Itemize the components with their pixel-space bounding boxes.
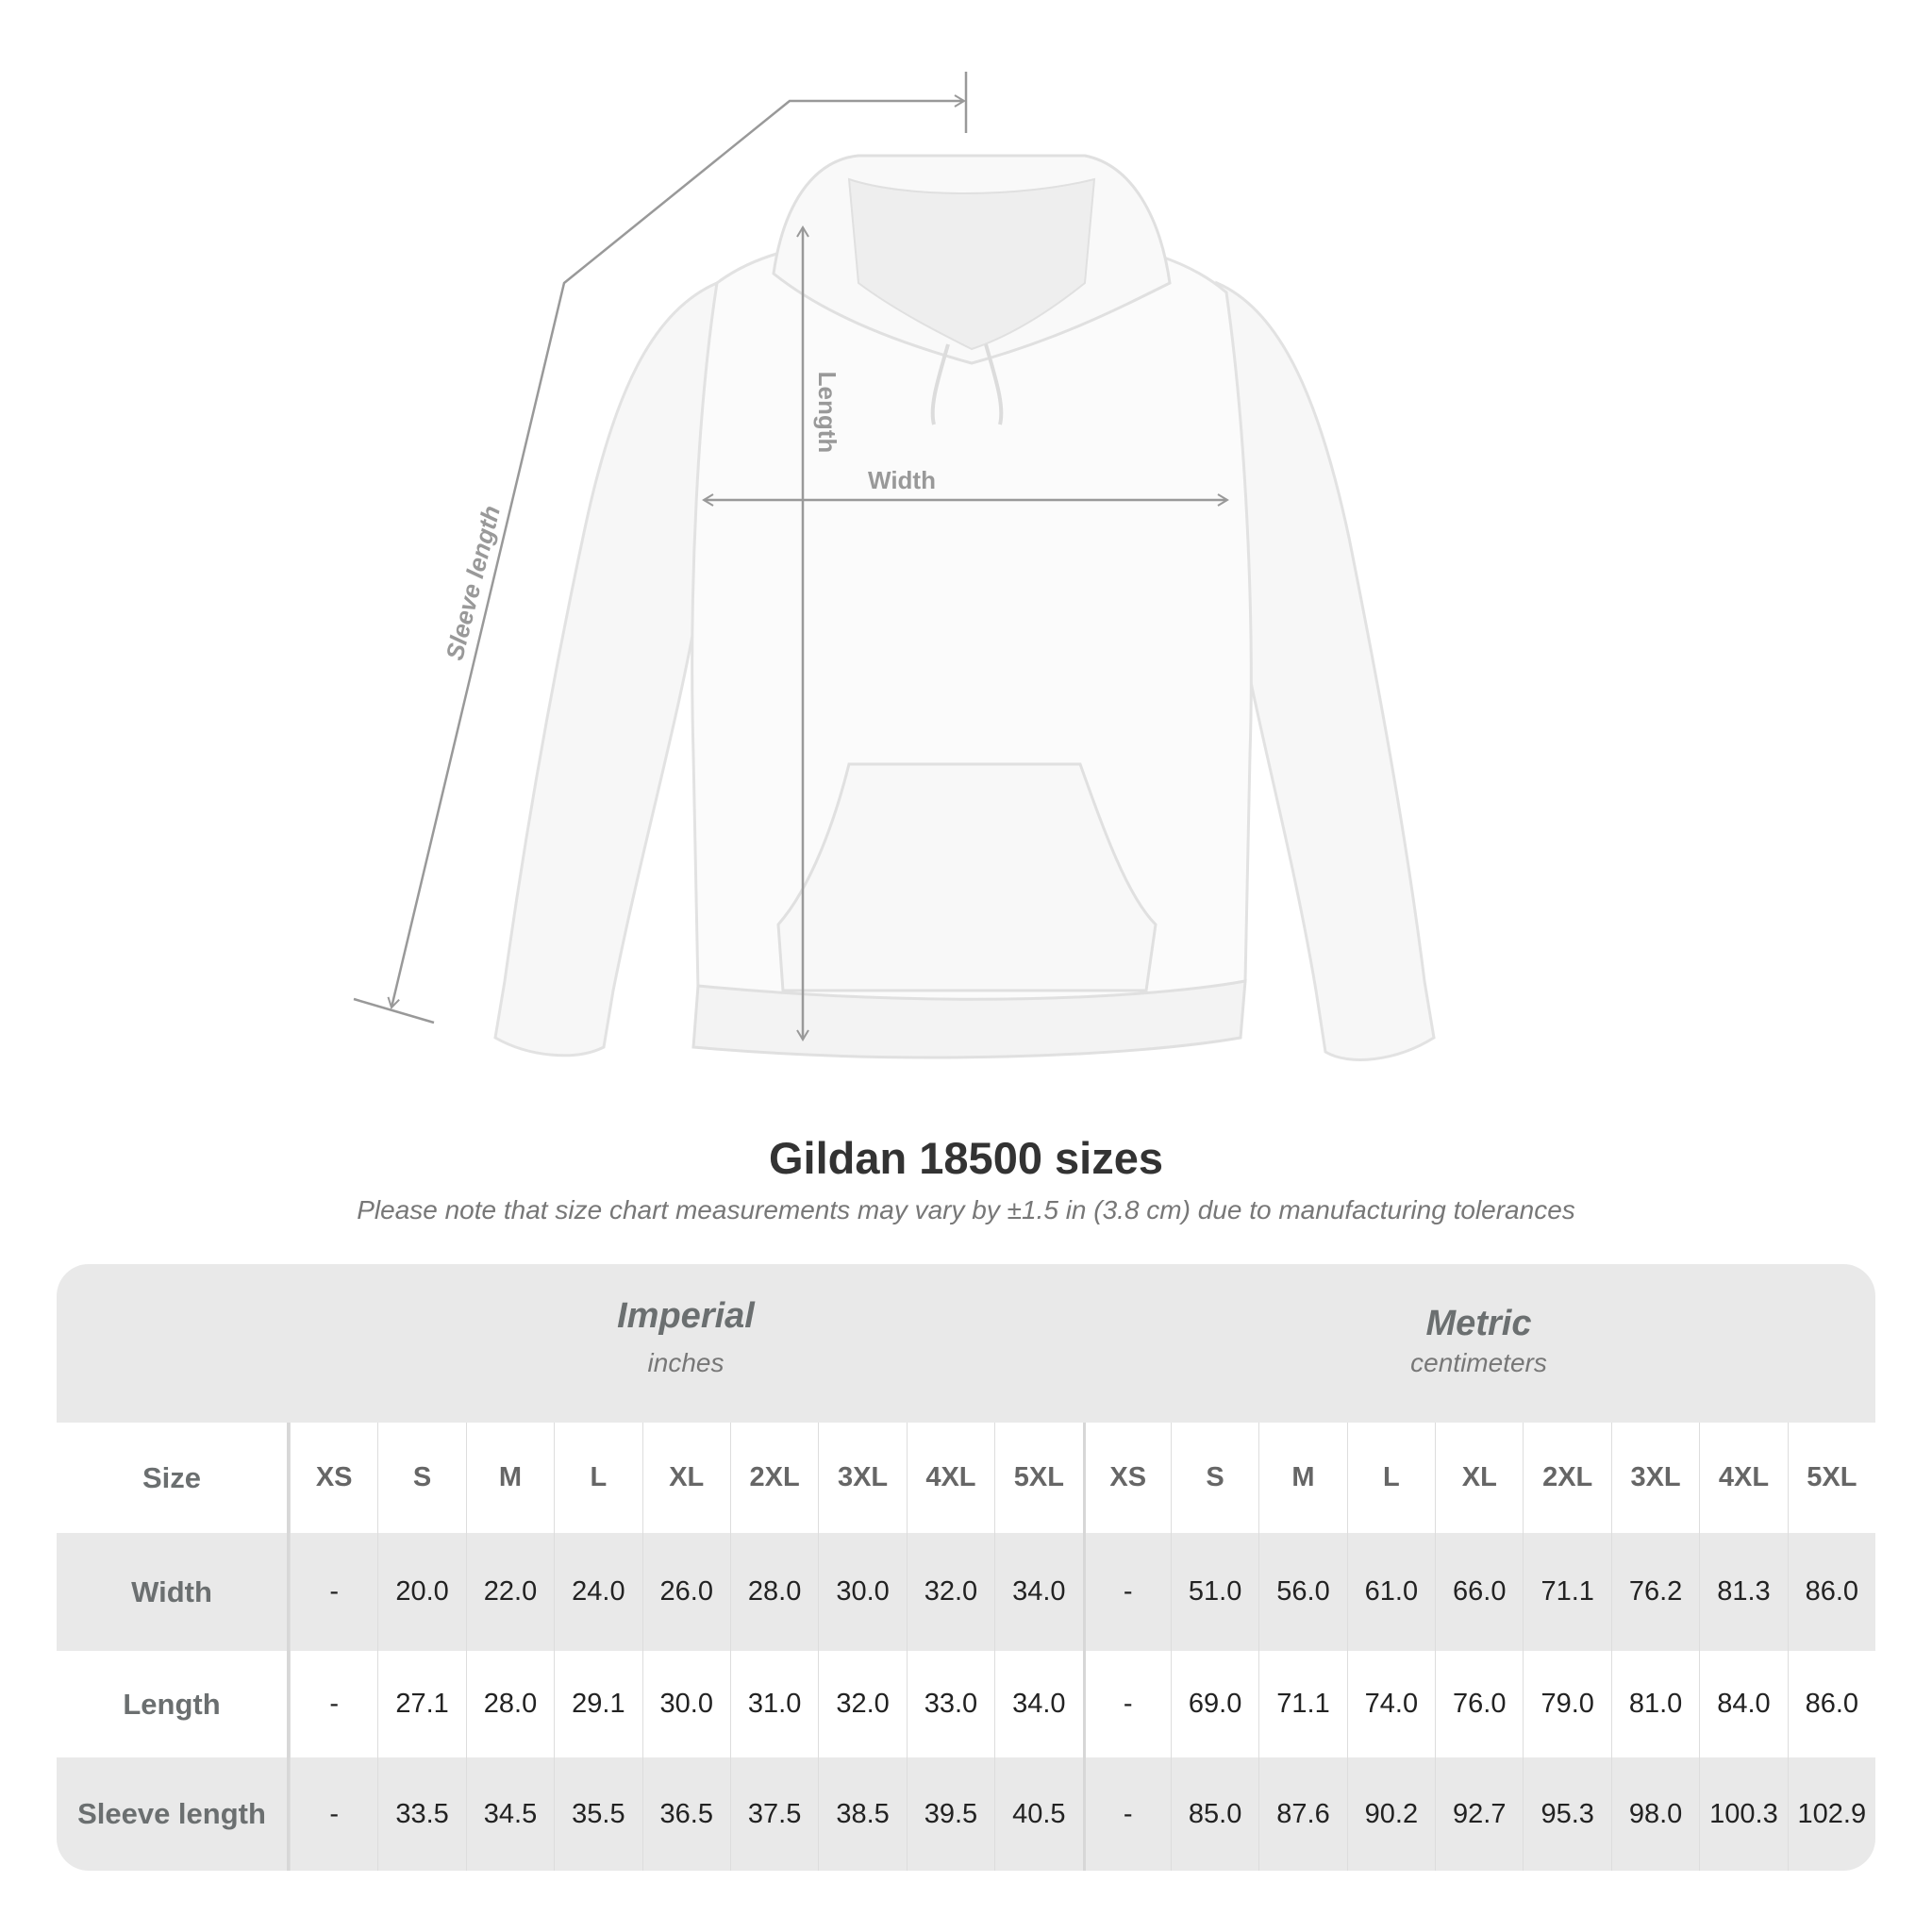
row-label: Length xyxy=(57,1651,290,1757)
metric-size-header: 3XL xyxy=(1610,1423,1699,1533)
metric-title: Metric xyxy=(1425,1304,1532,1343)
metric-size-header: 5XL xyxy=(1787,1423,1875,1533)
sleeve-length-measure-line xyxy=(353,72,968,1024)
imperial-value-cell: 31.0 xyxy=(729,1651,818,1757)
hoodie-image xyxy=(493,154,1436,1061)
metric-size-header: 4XL xyxy=(1699,1423,1787,1533)
imperial-value-cell: 20.0 xyxy=(377,1533,465,1651)
imperial-unit: inches xyxy=(647,1348,724,1377)
imperial-value-cell: 22.0 xyxy=(465,1533,554,1651)
metric-size-header: XL xyxy=(1435,1423,1523,1533)
imperial-value-cell: 33.5 xyxy=(377,1757,465,1871)
imperial-size-header: M xyxy=(465,1423,554,1533)
imperial-value-cell: - xyxy=(290,1757,377,1871)
imperial-value-cell: 39.5 xyxy=(906,1757,994,1871)
metric-value-cell: 90.2 xyxy=(1346,1757,1435,1871)
imperial-value-cell: 30.0 xyxy=(641,1651,730,1757)
metric-value-cell: 79.0 xyxy=(1523,1651,1610,1757)
size-header-row: Size XS S M L XL 2XL 3XL 4XL 5XL XS S M L XL 2XL 3XL 4XL 5… xyxy=(57,1423,1875,1533)
imperial-size-header: 4XL xyxy=(906,1423,994,1533)
metric-value-cell: 71.1 xyxy=(1523,1533,1610,1651)
width-label: Width xyxy=(868,466,936,494)
metric-value-cell: - xyxy=(1082,1651,1171,1757)
imperial-title: Imperial xyxy=(617,1296,755,1336)
imperial-value-cell: 28.0 xyxy=(465,1651,554,1757)
metric-value-cell: 69.0 xyxy=(1170,1651,1258,1757)
imperial-size-header: 2XL xyxy=(729,1423,818,1533)
metric-value-cell: - xyxy=(1082,1757,1171,1871)
imperial-value-cell: 34.0 xyxy=(994,1533,1082,1651)
metric-value-cell: 81.3 xyxy=(1699,1533,1787,1651)
imperial-value-cell: 28.0 xyxy=(729,1533,818,1651)
imperial-value-cell: - xyxy=(290,1651,377,1757)
imperial-size-header: 3XL xyxy=(818,1423,906,1533)
metric-value-cell: 61.0 xyxy=(1346,1533,1435,1651)
imperial-value-cell: 27.1 xyxy=(377,1651,465,1757)
imperial-value-cell: 38.5 xyxy=(818,1757,906,1871)
imperial-value-cell: 33.0 xyxy=(906,1651,994,1757)
row-label: Size xyxy=(57,1423,290,1533)
imperial-size-header: L xyxy=(554,1423,641,1533)
metric-value-cell: 102.9 xyxy=(1787,1757,1875,1871)
metric-value-cell: 56.0 xyxy=(1258,1533,1346,1651)
imperial-value-cell: 24.0 xyxy=(554,1533,641,1651)
metric-value-cell: 76.0 xyxy=(1435,1651,1523,1757)
metric-value-cell: 81.0 xyxy=(1610,1651,1699,1757)
metric-value-cell: 98.0 xyxy=(1610,1757,1699,1871)
imperial-value-cell: 40.5 xyxy=(994,1757,1082,1871)
metric-value-cell: 84.0 xyxy=(1699,1651,1787,1757)
imperial-value-cell: 34.5 xyxy=(465,1757,554,1871)
row-label: Width xyxy=(57,1533,290,1651)
imperial-value-cell: 26.0 xyxy=(641,1533,730,1651)
metric-size-header: L xyxy=(1346,1423,1435,1533)
metric-unit: centimeters xyxy=(1410,1348,1547,1377)
table-row: Width -20.0 22.0 24.0 26.0 28.0 30.0 32.0 34.0-5… xyxy=(57,1533,1875,1651)
imperial-value-cell: 37.5 xyxy=(729,1757,818,1871)
imperial-header: Imperial inches xyxy=(290,1264,1082,1423)
metric-value-cell: - xyxy=(1082,1533,1171,1651)
imperial-value-cell: 32.0 xyxy=(906,1533,994,1651)
size-table: Imperial inches Metric centimeters Size X… xyxy=(57,1264,1875,1871)
imperial-value-cell: 34.0 xyxy=(994,1651,1082,1757)
metric-value-cell: 74.0 xyxy=(1346,1651,1435,1757)
page-title: Gildan 18500 sizes xyxy=(768,1133,1164,1183)
metric-value-cell: 76.2 xyxy=(1610,1533,1699,1651)
imperial-size-header: 5XL xyxy=(994,1423,1082,1533)
metric-value-cell: 66.0 xyxy=(1435,1533,1523,1651)
metric-size-header: XS xyxy=(1082,1423,1171,1533)
length-label: Length xyxy=(813,372,841,454)
metric-value-cell: 85.0 xyxy=(1170,1757,1258,1871)
hoodie-illustration: Length Width Sleeve length xyxy=(353,72,1436,1061)
metric-value-cell: 95.3 xyxy=(1523,1757,1610,1871)
metric-value-cell: 86.0 xyxy=(1787,1651,1875,1757)
imperial-value-cell: 32.0 xyxy=(818,1651,906,1757)
metric-size-header: 2XL xyxy=(1523,1423,1610,1533)
row-label: Sleeve length xyxy=(57,1757,290,1871)
imperial-value-cell: 29.1 xyxy=(554,1651,641,1757)
metric-header: Metric centimeters xyxy=(1082,1264,1875,1423)
imperial-size-header: XL xyxy=(641,1423,730,1533)
table-row: Sleeve length -33.5 34.5 35.5 36.5 37.5 38.5 39… xyxy=(57,1757,1875,1871)
metric-size-header: M xyxy=(1258,1423,1346,1533)
imperial-value-cell: - xyxy=(290,1533,377,1651)
imperial-value-cell: 36.5 xyxy=(641,1757,730,1871)
imperial-value-cell: 30.0 xyxy=(818,1533,906,1651)
imperial-size-header: S xyxy=(377,1423,465,1533)
metric-value-cell: 92.7 xyxy=(1435,1757,1523,1871)
metric-size-header: S xyxy=(1170,1423,1258,1533)
metric-value-cell: 100.3 xyxy=(1699,1757,1787,1871)
sleeve-length-label: Sleeve length xyxy=(440,503,506,663)
imperial-size-header: XS xyxy=(290,1423,377,1533)
table-row: Length -27.1 28.0 29.1 30.0 31.0 32.0 33.0 34.0-… xyxy=(57,1651,1875,1757)
metric-value-cell: 71.1 xyxy=(1258,1651,1346,1757)
metric-value-cell: 86.0 xyxy=(1787,1533,1875,1651)
imperial-value-cell: 35.5 xyxy=(554,1757,641,1871)
metric-value-cell: 51.0 xyxy=(1170,1533,1258,1651)
tolerance-note: Please note that size chart measurements… xyxy=(357,1195,1575,1224)
metric-value-cell: 87.6 xyxy=(1258,1757,1346,1871)
